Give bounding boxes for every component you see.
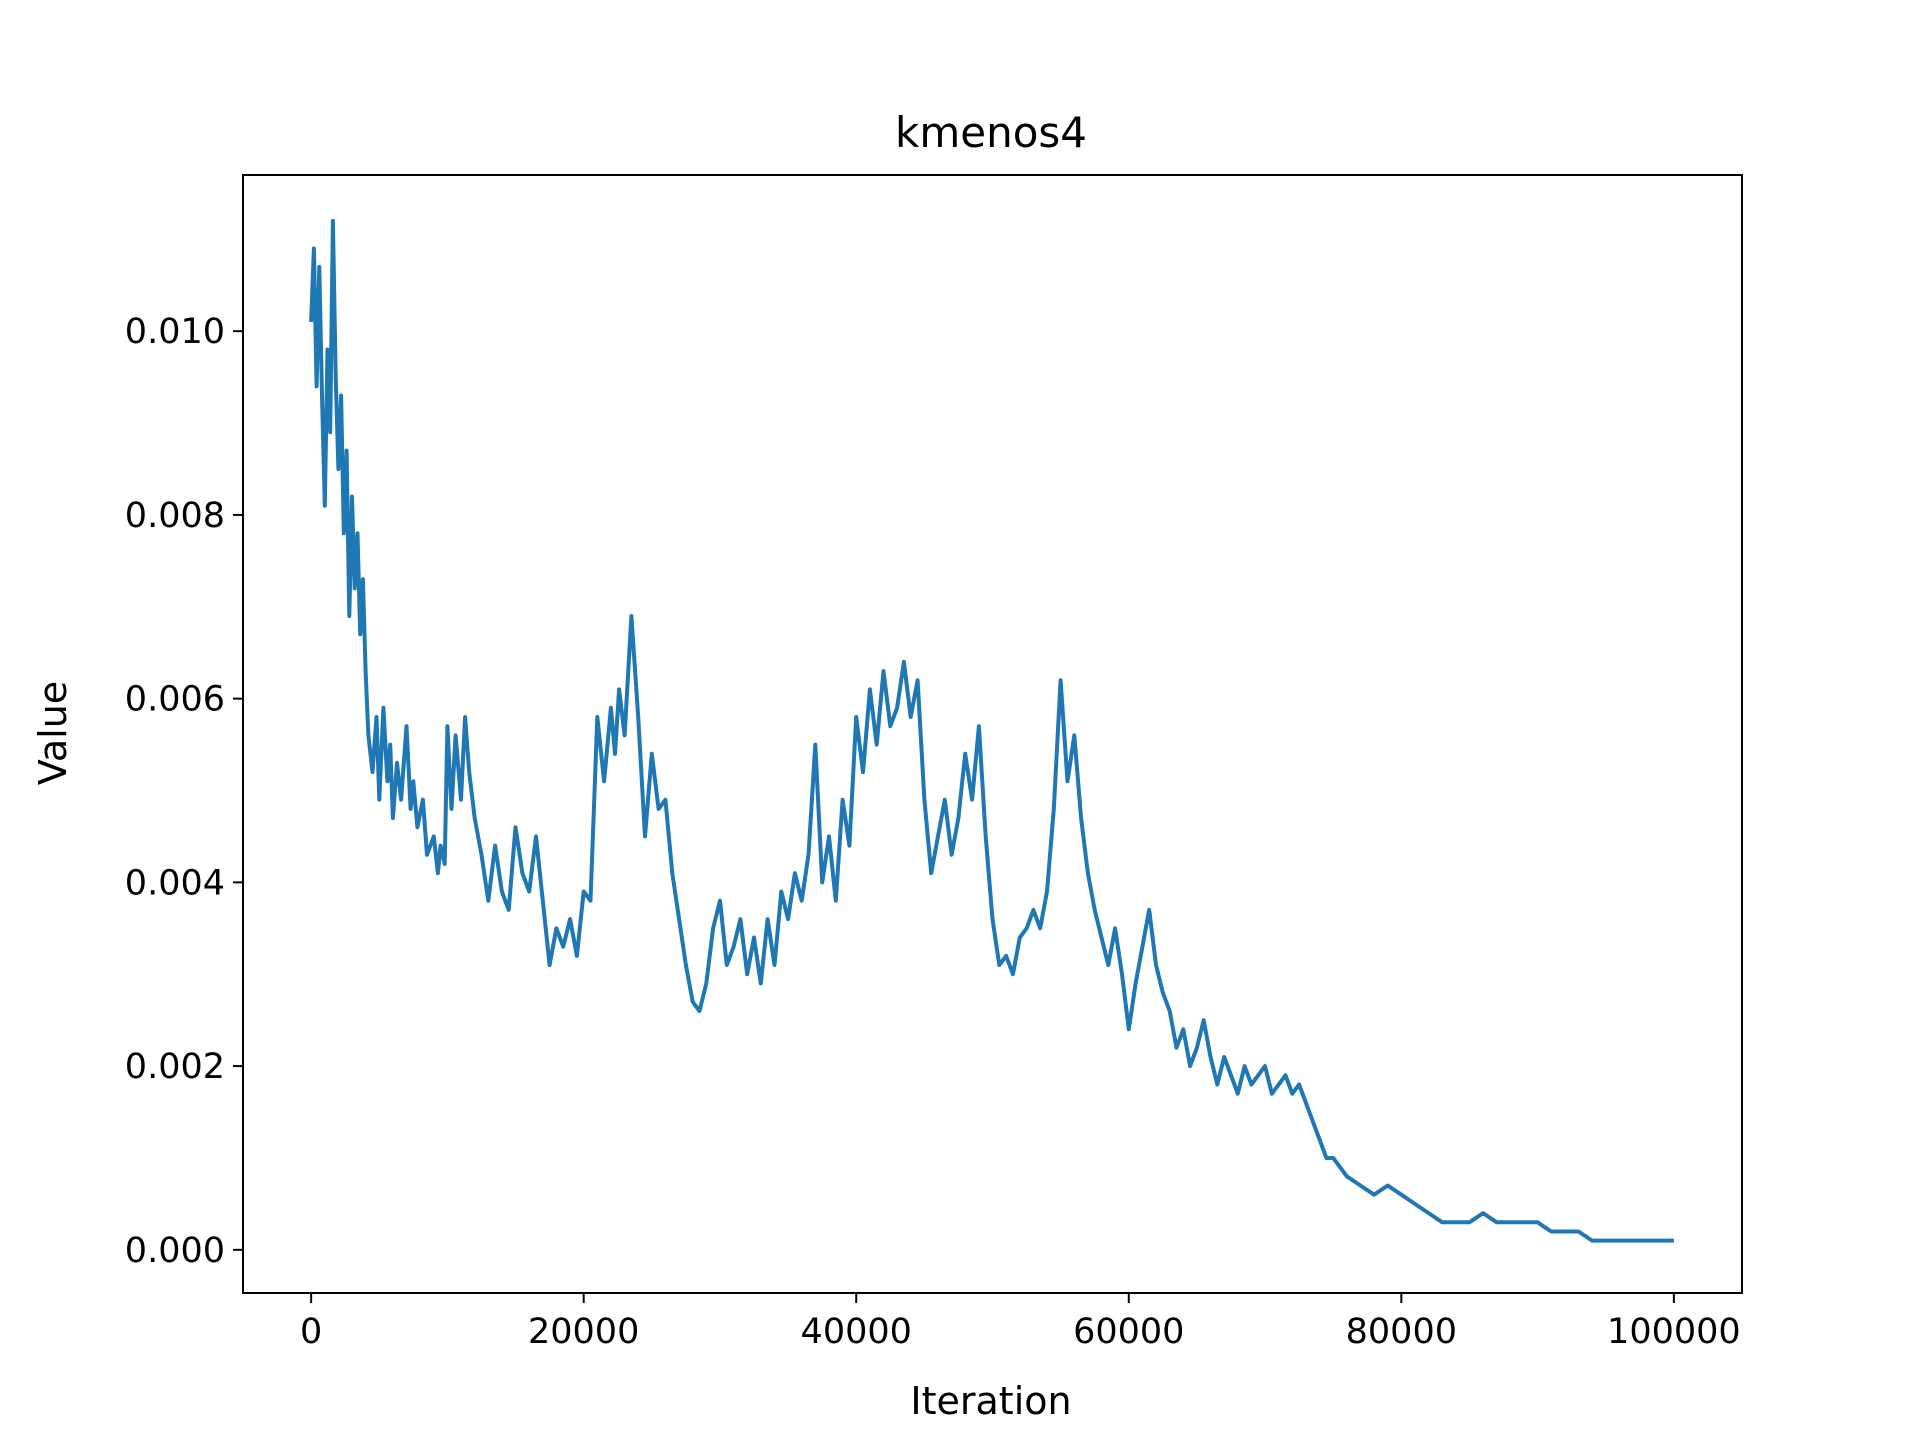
y-axis: 0.000 0.002 0.004 0.006 0.008 0.010 bbox=[125, 312, 243, 1271]
x-tick-label: 0 bbox=[300, 1312, 322, 1352]
y-tick-label: 0.002 bbox=[125, 1047, 225, 1087]
plot-frame bbox=[242, 174, 1743, 1294]
y-tick-label: 0.006 bbox=[125, 680, 225, 720]
y-axis-label: Value bbox=[31, 681, 75, 785]
chart-title: kmenos4 bbox=[895, 108, 1087, 157]
x-tick-label: 80000 bbox=[1346, 1312, 1457, 1352]
x-tick-label: 20000 bbox=[528, 1312, 639, 1352]
x-axis-label: Iteration bbox=[910, 1379, 1071, 1423]
x-axis: 0 20000 40000 60000 80000 100000 bbox=[300, 1293, 1741, 1352]
series-layer bbox=[309, 218, 1674, 1243]
y-tick-label: 0.000 bbox=[125, 1231, 225, 1271]
y-tick-label: 0.010 bbox=[125, 312, 225, 352]
plot-area bbox=[243, 175, 1742, 1293]
x-tick-label: 60000 bbox=[1073, 1312, 1184, 1352]
y-tick-label: 0.008 bbox=[125, 496, 225, 536]
x-tick-label: 40000 bbox=[801, 1312, 912, 1352]
series-line-0 bbox=[309, 218, 1674, 1243]
y-tick-label: 0.004 bbox=[125, 863, 225, 903]
x-tick-label: 100000 bbox=[1607, 1312, 1741, 1352]
